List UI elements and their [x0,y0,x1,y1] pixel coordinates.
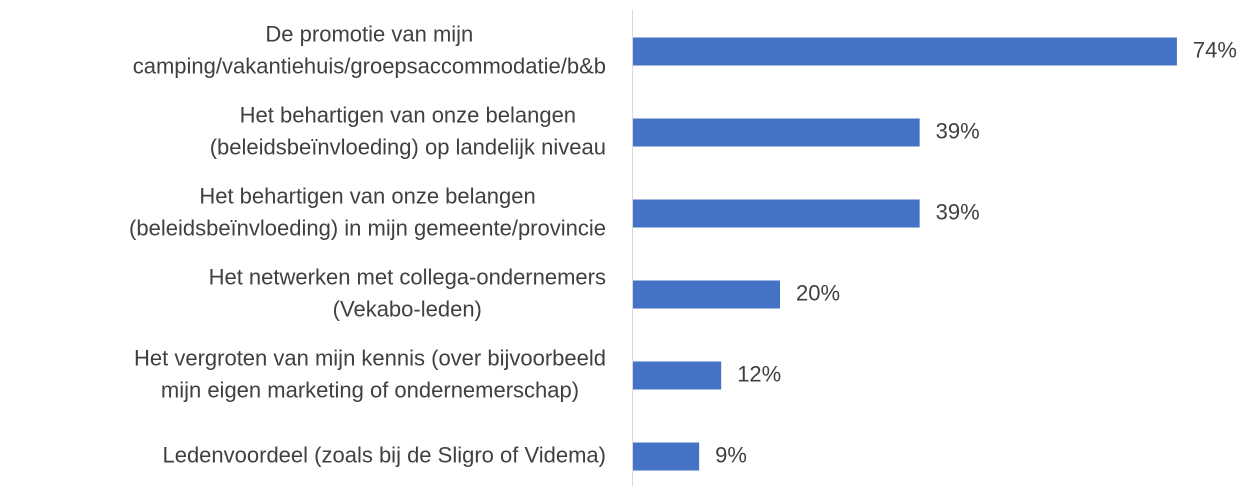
category-label-line: (beleidsbeïnvloeding) op landelijk nivea… [210,134,606,159]
bar [633,118,920,147]
category-label: De promotie van mijn camping/vakantiehuis… [133,21,606,78]
category-label-line: mijn eigen marketing of ondernemerschap) [161,377,579,402]
value-label: 9% [715,442,747,467]
value-label: 39% [936,199,980,224]
value-label: 12% [737,361,781,386]
category-label-line: Het netwerken met collega-ondernemers [209,264,606,289]
category-label: Het netwerken met collega-ondernemers (Ve… [209,264,606,321]
bar [633,37,1177,66]
bar [633,280,780,309]
category-label: Het behartigen van onze belangen (beleids… [210,102,606,159]
category-label-line: (beleidsbeïnvloeding) in mijn gemeente/p… [129,215,606,240]
bar [633,361,722,390]
category-label-line: Het behartigen van onze belangen [240,102,576,127]
category-label-line: (Vekabo-leden) [333,296,482,321]
category-label: Het vergroten van mijn kennis (over bijv… [134,345,606,402]
value-label: 74% [1193,37,1237,62]
value-label: 39% [936,118,980,143]
category-label: Ledenvoordeel (zoals bij de Sligro of Vi… [162,442,606,467]
category-label-line: Het vergroten van mijn kennis (over bijv… [134,345,606,370]
category-label-line: Ledenvoordeel (zoals bij de Sligro of Vi… [162,442,606,467]
category-label-line: Het behartigen van onze belangen [199,183,535,208]
category-label-line: camping/vakantiehuis/groepsaccommodatie/… [133,53,606,78]
bar [633,442,700,471]
bar [633,199,920,228]
value-label: 20% [796,280,840,305]
category-label: Het behartigen van onze belangen (beleids… [129,183,606,240]
category-label-line: De promotie van mijn [265,21,473,46]
